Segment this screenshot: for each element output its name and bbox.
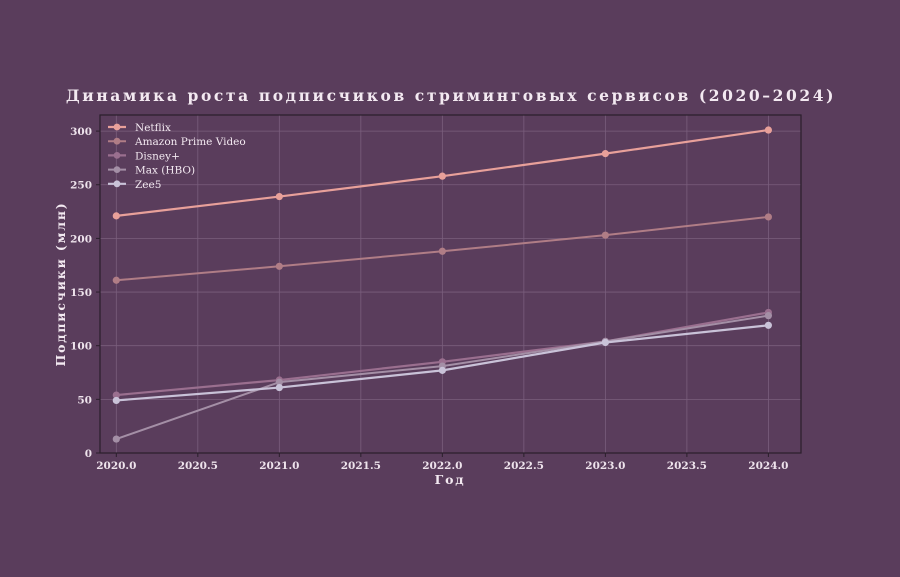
y-tick-label: 0 <box>85 448 92 460</box>
x-tick-label: 2023.0 <box>585 460 625 472</box>
data-point <box>112 391 120 399</box>
legend-swatch-marker <box>113 123 121 131</box>
x-tick-label: 2022.5 <box>504 460 544 472</box>
legend-item: Max (HBO) <box>108 165 195 177</box>
legend-swatch-marker <box>113 180 121 188</box>
data-point <box>275 262 283 270</box>
series-amazon-prime-video <box>112 213 772 284</box>
y-tick-label: 300 <box>70 126 92 138</box>
legend-item: Amazon Prime Video <box>108 136 246 148</box>
plot-frame <box>99 114 802 454</box>
y-tick-label: 250 <box>70 180 92 192</box>
x-tick-label: 2020.5 <box>178 460 218 472</box>
y-tick-label: 150 <box>70 287 92 299</box>
data-point <box>764 312 772 320</box>
x-tick-label: 2020.0 <box>96 460 136 472</box>
data-point <box>764 213 772 221</box>
legend-swatch-marker <box>113 152 121 159</box>
x-tick-label: 2022.0 <box>422 460 462 472</box>
legend-item: Disney+ <box>108 150 180 162</box>
chart-title: Динамика роста подписчиков стриминговых … <box>66 86 836 105</box>
legend-swatch-marker <box>113 166 121 174</box>
data-point <box>438 172 446 180</box>
x-tick-label: 2024.0 <box>748 460 788 472</box>
x-axis-label: Год <box>435 472 466 487</box>
legend-label: Amazon Prime Video <box>134 136 246 148</box>
x-tick-label: 2023.5 <box>667 460 707 472</box>
y-tick-label: 200 <box>70 233 92 245</box>
legend-label: Max (HBO) <box>135 165 195 177</box>
grid-layer <box>100 115 801 454</box>
x-tick-label: 2021.0 <box>259 460 299 472</box>
legend-item: Zee5 <box>108 179 161 191</box>
data-point <box>112 212 120 220</box>
y-axis-label: Подписчики (млн) <box>53 201 68 366</box>
y-axis-ticks: 0 50 100 150 200 250 300 <box>70 126 100 460</box>
x-axis-ticks: 2020.0 2020.5 2021.0 2021.5 2022.0 2022.5 2023… <box>96 453 788 472</box>
legend-item: Netflix <box>108 122 171 134</box>
data-point <box>112 276 120 284</box>
data-point <box>112 396 120 405</box>
legend: Netflix Amazon Prime Video Disney+ Max (HBO… <box>108 122 246 191</box>
legend-swatch-marker <box>113 137 121 145</box>
series-netflix <box>112 126 772 220</box>
data-point <box>275 192 283 201</box>
data-point <box>764 126 772 134</box>
y-tick-label: 50 <box>77 394 92 406</box>
data-point <box>112 435 120 443</box>
series-zee5 <box>112 321 772 405</box>
data-point <box>764 321 772 329</box>
data-point <box>275 383 283 392</box>
data-point <box>438 247 446 255</box>
data-point <box>438 366 446 374</box>
series-layer <box>112 126 772 443</box>
x-tick-label: 2021.5 <box>341 460 381 472</box>
data-point <box>601 150 609 158</box>
legend-label: Zee5 <box>135 179 161 191</box>
data-point <box>601 338 609 347</box>
legend-label: Disney+ <box>135 150 180 162</box>
y-tick-label: 100 <box>70 341 92 353</box>
data-point <box>601 231 609 239</box>
legend-label: Netflix <box>135 122 171 134</box>
data-point <box>275 378 283 386</box>
